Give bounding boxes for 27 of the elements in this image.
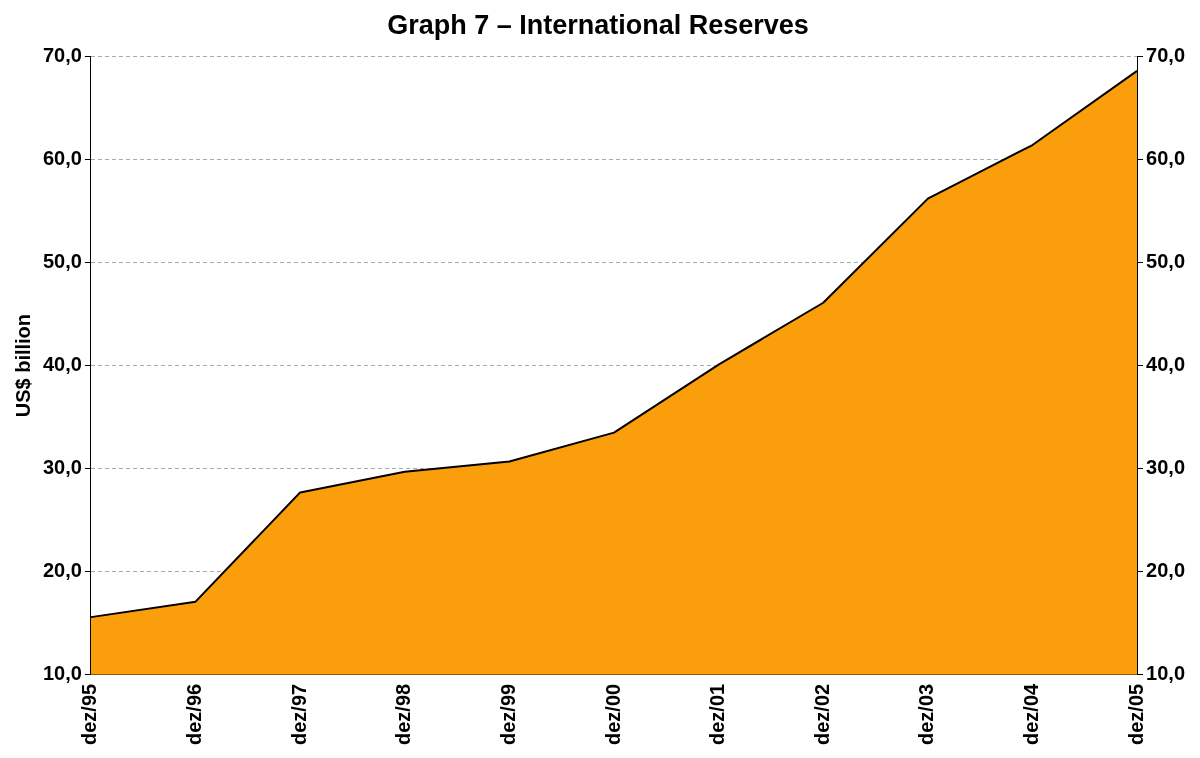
y2-tick-label: 10,0: [1146, 662, 1186, 685]
x-tick-label: dez/00: [601, 683, 624, 746]
chart-title: Graph 7 – International Reserves: [387, 9, 809, 40]
x-tick-label: dez/96: [183, 683, 206, 746]
x-tick-label: dez/95: [78, 683, 101, 746]
x-tick-label: dez/02: [810, 683, 833, 746]
x-tick-label: dez/01: [706, 683, 729, 746]
x-tick-label: dez/97: [287, 683, 310, 746]
x-tick-label: dez/98: [392, 683, 415, 746]
y2-tick-label: 20,0: [1146, 559, 1186, 582]
y-tick-label: 50,0: [42, 250, 82, 273]
y-tick-label: 20,0: [42, 559, 82, 582]
y-axis-title: US$ billion: [11, 313, 34, 418]
y-tick-label: 70,0: [42, 43, 82, 66]
y2-tick-label: 70,0: [1146, 43, 1186, 66]
y2-tick-label: 50,0: [1146, 250, 1186, 273]
y2-tick-label: 60,0: [1146, 146, 1186, 169]
x-tick-label: dez/99: [496, 683, 519, 746]
x-tick-label: dez/04: [1019, 682, 1042, 746]
y-tick-label: 40,0: [42, 353, 82, 376]
x-tick-label: dez/05: [1124, 683, 1147, 746]
y-tick-label: 10,0: [42, 662, 82, 685]
x-tick-label: dez/03: [915, 683, 938, 746]
y-tick-label: 60,0: [42, 146, 82, 169]
y2-tick-label: 30,0: [1146, 456, 1186, 479]
y-tick-label: 30,0: [42, 456, 82, 479]
y2-tick-label: 40,0: [1146, 353, 1186, 376]
